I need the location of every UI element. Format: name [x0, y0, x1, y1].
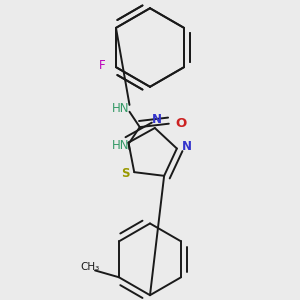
Text: CH₃: CH₃ — [80, 262, 100, 272]
Text: F: F — [99, 59, 106, 72]
Text: HN: HN — [112, 140, 130, 152]
Text: S: S — [122, 167, 130, 180]
Text: O: O — [175, 116, 186, 130]
Text: N: N — [152, 113, 161, 126]
Text: N: N — [182, 140, 191, 153]
Text: HN: HN — [112, 102, 130, 115]
